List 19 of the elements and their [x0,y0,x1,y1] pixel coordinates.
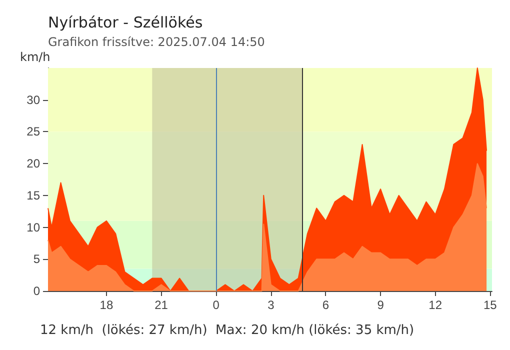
y-axis-title: km/h [20,50,50,64]
x-tick-label: 9 [377,298,384,312]
y-tick-label: 5 [33,252,40,266]
y-tick-label: 30 [26,92,40,107]
chart-title: Nyírbátor - Széllökés [48,14,203,32]
x-tick-label: 12 [428,298,442,312]
y-tick-label: 0 [33,284,40,298]
y-tick-label: 15 [26,188,40,202]
y-tick-label: 20 [26,156,40,171]
x-tick-label: 3 [268,298,275,312]
chart-subtitle: Grafikon frissítve: 2025.07.04 14:50 [48,35,265,49]
text: 12 km/h (lökés: 27 km/h) Max: 20 km/h (lökés: 35 km/h) [40,323,414,338]
y-tick-label: 25 [26,124,40,139]
x-tick-label: 15 [483,298,498,312]
x-tick-label: 21 [154,298,168,312]
x-tick-label: 0 [212,298,220,312]
x-tick-label: 6 [322,298,330,312]
y-tick-label: 10 [26,220,40,234]
x-tick-label: 18 [100,298,114,312]
